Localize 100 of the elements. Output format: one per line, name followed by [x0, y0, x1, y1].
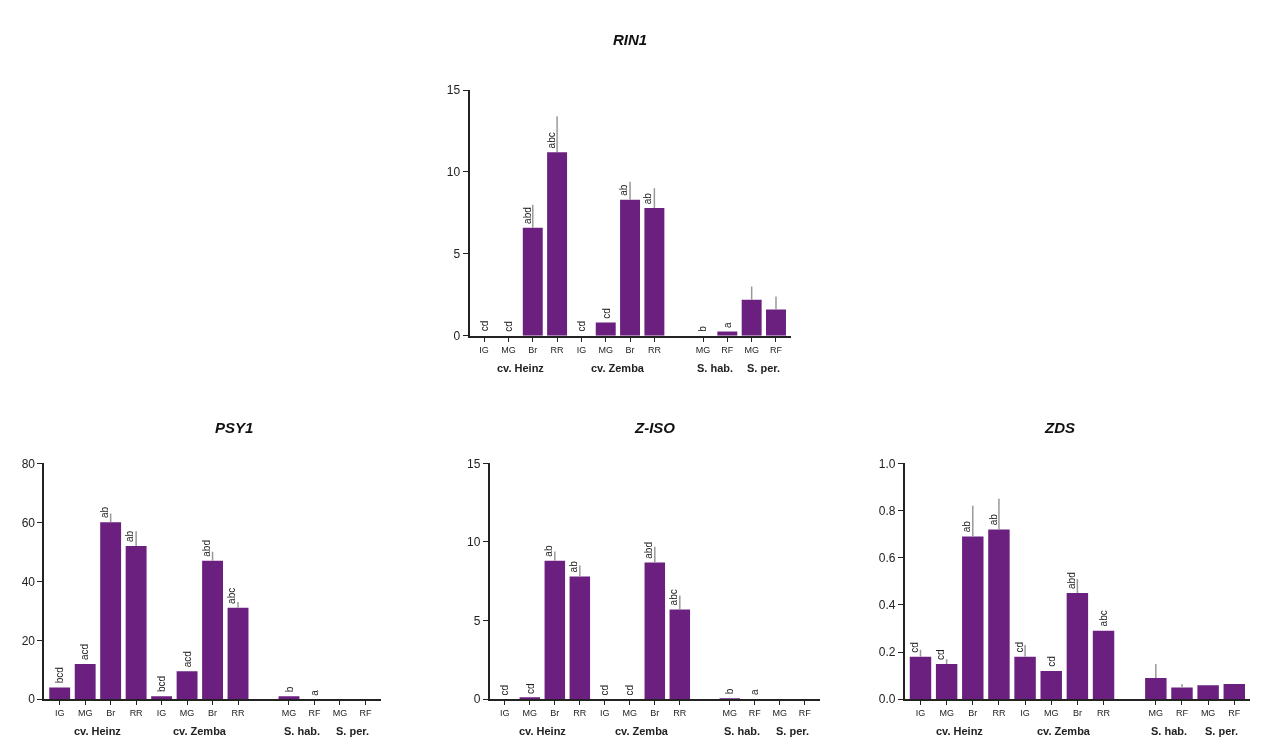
- data-label: abd: [642, 542, 654, 559]
- data-label: bcd: [156, 675, 168, 692]
- x-tick-label: RR: [231, 708, 246, 719]
- bar: [202, 560, 224, 700]
- data-label: abd: [201, 540, 213, 557]
- y-tick-label: 10: [467, 535, 481, 550]
- x-tick-label: RR: [573, 708, 587, 719]
- x-tick-label: MG: [179, 708, 195, 719]
- bar: [909, 656, 932, 700]
- text: S. hab.: [1151, 725, 1188, 737]
- y-tick-label: 15: [446, 83, 461, 98]
- bar: [1197, 685, 1219, 700]
- x-tick-label: IG: [915, 708, 926, 719]
- x-tick-label: RR: [673, 708, 687, 719]
- y-tick-label: 0: [28, 692, 36, 707]
- y-tick-label: 0.2: [878, 645, 896, 660]
- text: S. hab.: [284, 725, 321, 737]
- chart-title: Z-ISO: [634, 419, 676, 436]
- bar: [49, 687, 71, 700]
- text: S. per.: [336, 725, 370, 737]
- y-tick-label: 80: [21, 456, 36, 471]
- text: S. hab.: [697, 362, 734, 374]
- data-label: a: [309, 689, 321, 696]
- x-tick-label: RF: [359, 708, 372, 719]
- x-tick-label: MG: [722, 708, 738, 719]
- text: cv. Heinz: [519, 725, 567, 737]
- data-label: abc: [226, 587, 238, 604]
- text: S. per.: [747, 362, 781, 374]
- bar: [1014, 656, 1036, 700]
- data-label: b: [697, 325, 709, 332]
- x-tick-label: RR: [129, 708, 144, 719]
- y-tick-label: 0.4: [878, 598, 896, 613]
- bar: [595, 322, 616, 336]
- data-label: cd: [1013, 641, 1025, 653]
- x-tick-label: Br: [968, 708, 978, 719]
- x-tick-label: MG: [1200, 708, 1216, 719]
- x-tick-label: RR: [1097, 708, 1111, 719]
- bar: [522, 227, 543, 336]
- data-label: cd: [478, 320, 490, 332]
- x-tick-label: RF: [721, 344, 734, 355]
- bar: [1092, 630, 1115, 700]
- x-tick-label: Br: [208, 708, 218, 719]
- y-tick-label: 1.0: [878, 456, 896, 471]
- data-label: ab: [961, 520, 973, 533]
- y-tick-label: 5: [473, 613, 481, 628]
- data-label: cd: [909, 642, 921, 653]
- x-tick-label: RF: [769, 344, 783, 355]
- x-tick-label: RR: [550, 344, 565, 355]
- data-label: cd: [576, 321, 588, 332]
- data-label: cd: [600, 308, 612, 319]
- bar: [547, 152, 568, 336]
- y-tick-label: 0.0: [878, 692, 896, 707]
- x-tick-label: RF: [308, 708, 321, 719]
- data-label: a: [749, 689, 761, 696]
- y-tick-label: 15: [467, 456, 481, 471]
- data-label: ab: [542, 545, 554, 557]
- bar: [151, 696, 173, 700]
- bar: [227, 607, 249, 700]
- y-tick-label: 10: [446, 165, 461, 180]
- bar: [176, 671, 198, 700]
- bar: [519, 697, 541, 700]
- x-tick-label: RF: [748, 708, 762, 719]
- text: cv. Heinz: [74, 725, 122, 737]
- x-tick-label: MG: [77, 708, 93, 719]
- x-tick-label: RR: [992, 708, 1006, 719]
- text: cv. Heinz: [936, 725, 984, 737]
- data-label: b: [283, 686, 295, 693]
- data-label: abd: [1065, 572, 1077, 589]
- x-tick-label: Br: [528, 344, 538, 355]
- x-tick-label: IG: [54, 708, 65, 719]
- data-label: ab: [99, 506, 111, 518]
- data-label: ab: [568, 560, 580, 573]
- bar: [644, 562, 666, 700]
- data-label: cd: [624, 685, 636, 696]
- bar: [988, 529, 1010, 700]
- chart-title: PSY1: [215, 419, 254, 436]
- bar: [741, 299, 762, 336]
- y-tick-label: 60: [21, 515, 36, 530]
- x-tick-label: RR: [647, 344, 662, 355]
- x-tick-label: IG: [500, 708, 510, 719]
- data-label: ab: [124, 530, 136, 543]
- x-tick-label: MG: [332, 708, 348, 719]
- x-tick-label: Br: [106, 708, 116, 719]
- x-tick-label: MG: [695, 344, 711, 355]
- data-label: acd: [181, 651, 193, 668]
- y-tick-label: 20: [21, 633, 36, 648]
- y-tick-label: 40: [21, 574, 36, 589]
- bar: [1223, 683, 1245, 700]
- x-tick-label: IG: [479, 344, 489, 355]
- text: cv. Zemba: [591, 362, 645, 374]
- data-label: abc: [668, 589, 680, 606]
- x-tick-label: Br: [550, 708, 560, 719]
- data-label: ab: [642, 192, 654, 205]
- bar: [569, 576, 591, 700]
- x-tick-label: MG: [772, 708, 788, 719]
- text: cv. Zemba: [173, 725, 227, 737]
- data-label: ab: [618, 184, 630, 196]
- data-label: abc: [545, 132, 557, 149]
- x-tick-label: MG: [939, 708, 954, 719]
- x-tick-label: MG: [1043, 708, 1059, 719]
